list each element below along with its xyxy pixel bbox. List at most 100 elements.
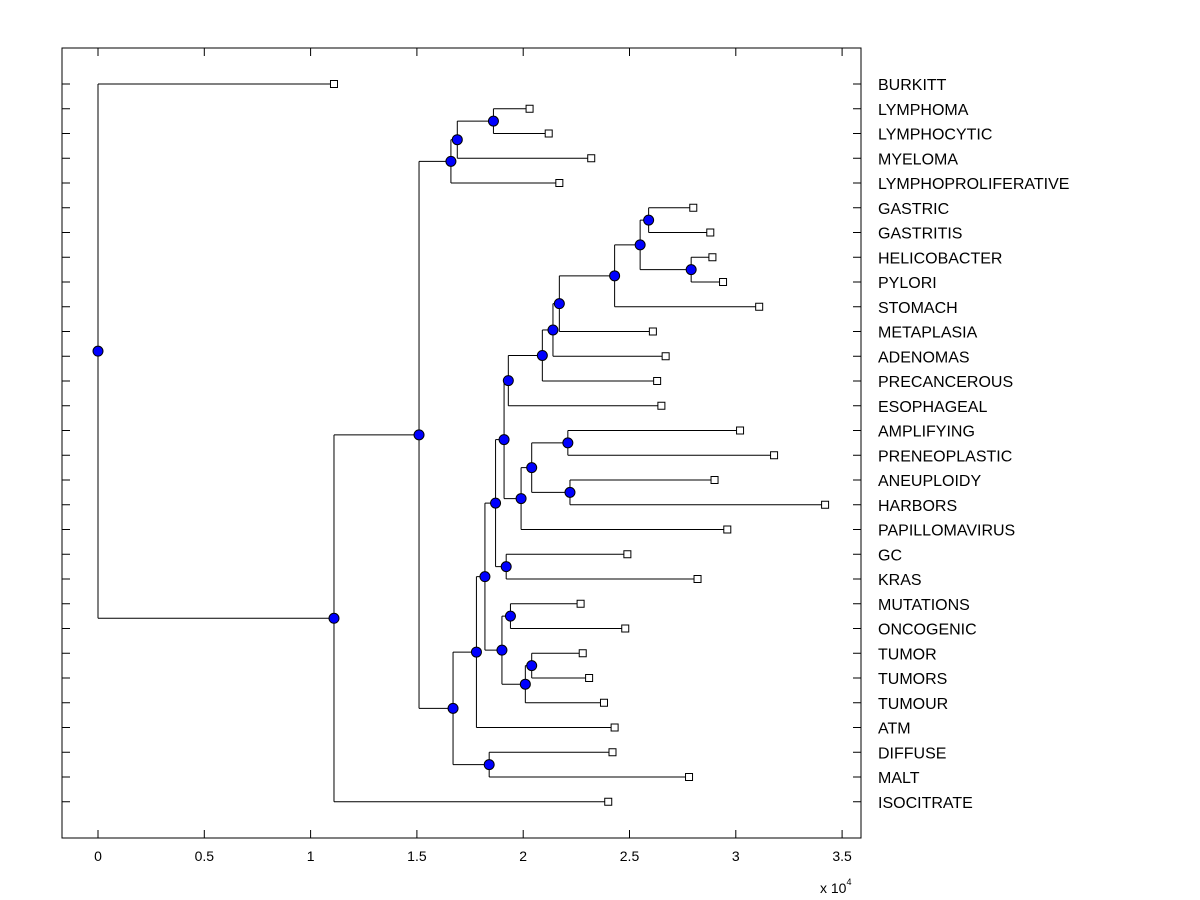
leaf-marker <box>648 327 657 336</box>
leaf-marker <box>329 80 338 88</box>
merge-node <box>643 214 655 226</box>
x-tick-label: 3.5 <box>832 848 852 864</box>
x-tick-label: 1 <box>307 848 315 864</box>
leaf-marker <box>623 550 632 559</box>
leaf-marker <box>689 203 698 212</box>
leaf-label: MUTATIONS <box>878 597 970 614</box>
leaf-label: ATM <box>878 721 911 738</box>
merge-node <box>634 239 646 251</box>
merge-node <box>451 134 463 146</box>
leaf-marker <box>599 698 608 707</box>
x-tick-label: 0.5 <box>195 848 215 864</box>
leaf-label: AMPLIFYING <box>878 424 975 441</box>
leaf-label: GASTRIC <box>878 201 949 218</box>
leaf-marker <box>706 228 715 237</box>
leaf-label: PRECANCEROUS <box>878 374 1013 391</box>
leaf-marker <box>525 104 534 113</box>
leaf-markers <box>329 80 830 806</box>
leaf-label: GASTRITIS <box>878 226 962 243</box>
merge-node <box>519 678 531 690</box>
merge-node <box>496 644 508 656</box>
leaf-marker <box>736 426 745 435</box>
leaf-label: METAPLASIA <box>878 325 978 342</box>
merge-node <box>562 437 574 449</box>
leaf-marker <box>653 377 662 385</box>
x-tick-label: 2.5 <box>620 848 640 864</box>
axis-ticks <box>62 48 861 838</box>
merge-node <box>490 497 502 509</box>
merge-node <box>564 486 576 498</box>
x-tick-label: 3 <box>732 848 740 864</box>
leaf-label: HELICOBACTER <box>878 250 1002 267</box>
merge-node <box>498 434 510 446</box>
x-scale-exponent: 4 <box>846 877 851 887</box>
x-tick-label: 2 <box>519 848 527 864</box>
leaf-label: TUMORS <box>878 671 947 688</box>
merge-node <box>502 375 514 387</box>
leaf-label: DIFFUSE <box>878 745 946 762</box>
leaf-marker <box>661 352 670 361</box>
leaf-label: TUMOUR <box>878 696 948 713</box>
leaf-label: ANEUPLOIDY <box>878 473 981 490</box>
x-tick-label: 1.5 <box>407 848 427 864</box>
leaf-marker <box>710 476 719 484</box>
leaf-label: PRENEOPLASTIC <box>878 448 1012 465</box>
leaf-label: PAPILLOMAVIRUS <box>878 523 1015 540</box>
merge-node <box>487 115 499 127</box>
leaf-marker <box>576 599 585 608</box>
leaf-label: KRAS <box>878 572 922 589</box>
leaf-marker <box>587 154 596 163</box>
leaf-marker <box>544 129 553 138</box>
x-scale-label: x 104 <box>820 877 851 896</box>
merge-node <box>547 324 559 336</box>
leaf-label: ADENOMAS <box>878 349 970 366</box>
leaf-marker <box>708 253 717 262</box>
x-tick-label: 0 <box>94 848 102 864</box>
merge-node <box>526 462 538 474</box>
merge-node <box>504 610 516 622</box>
leaf-marker <box>723 525 732 534</box>
leaf-label: TUMOR <box>878 646 937 663</box>
leaf-marker <box>770 451 779 460</box>
merge-node <box>483 759 495 771</box>
leaf-label: MALT <box>878 770 920 787</box>
merge-node <box>553 298 565 310</box>
leaf-marker <box>755 302 764 311</box>
node-markers <box>92 115 697 771</box>
leaf-marker <box>608 748 617 757</box>
merge-node <box>479 571 491 583</box>
leaf-marker <box>604 797 613 806</box>
leaf-marker <box>555 179 564 187</box>
leaf-marker <box>621 624 630 633</box>
leaf-label: LYMPHOPROLIFERATIVE <box>878 176 1069 193</box>
leaf-label: HARBORS <box>878 498 957 515</box>
merge-node <box>445 155 457 167</box>
leaf-label: GC <box>878 547 902 564</box>
x-tick-labels: 0 0.5 1 1.5 2 2.5 3 3.5 <box>94 848 852 864</box>
leaf-label: PYLORI <box>878 275 937 292</box>
plot-area <box>61 47 862 839</box>
leaf-label: LYMPHOMA <box>878 102 969 119</box>
merge-node <box>685 264 697 276</box>
leaf-marker <box>578 649 587 658</box>
leaf-marker <box>693 575 702 583</box>
merge-node <box>328 612 340 624</box>
leaf-marker <box>719 278 728 286</box>
leaf-label: BURKITT <box>878 77 947 94</box>
leaf-label: LYMPHOCYTIC <box>878 127 992 144</box>
merge-node <box>413 429 425 441</box>
merge-node <box>92 345 104 357</box>
leaf-marker <box>821 500 830 509</box>
leaf-marker <box>685 773 694 781</box>
leaf-label: ESOPHAGEAL <box>878 399 987 416</box>
leaf-labels: BURKITT LYMPHOMA LYMPHOCYTIC MYELOMA LYMPHOP… <box>878 77 1069 812</box>
leaf-marker <box>657 401 666 410</box>
leaf-label: STOMACH <box>878 300 958 317</box>
leaf-label: ISOCITRATE <box>878 795 973 812</box>
leaf-label: MYELOMA <box>878 151 958 168</box>
merge-node <box>526 660 538 672</box>
leaf-marker <box>610 723 619 732</box>
merge-node <box>447 702 459 714</box>
leaf-marker <box>585 674 594 682</box>
